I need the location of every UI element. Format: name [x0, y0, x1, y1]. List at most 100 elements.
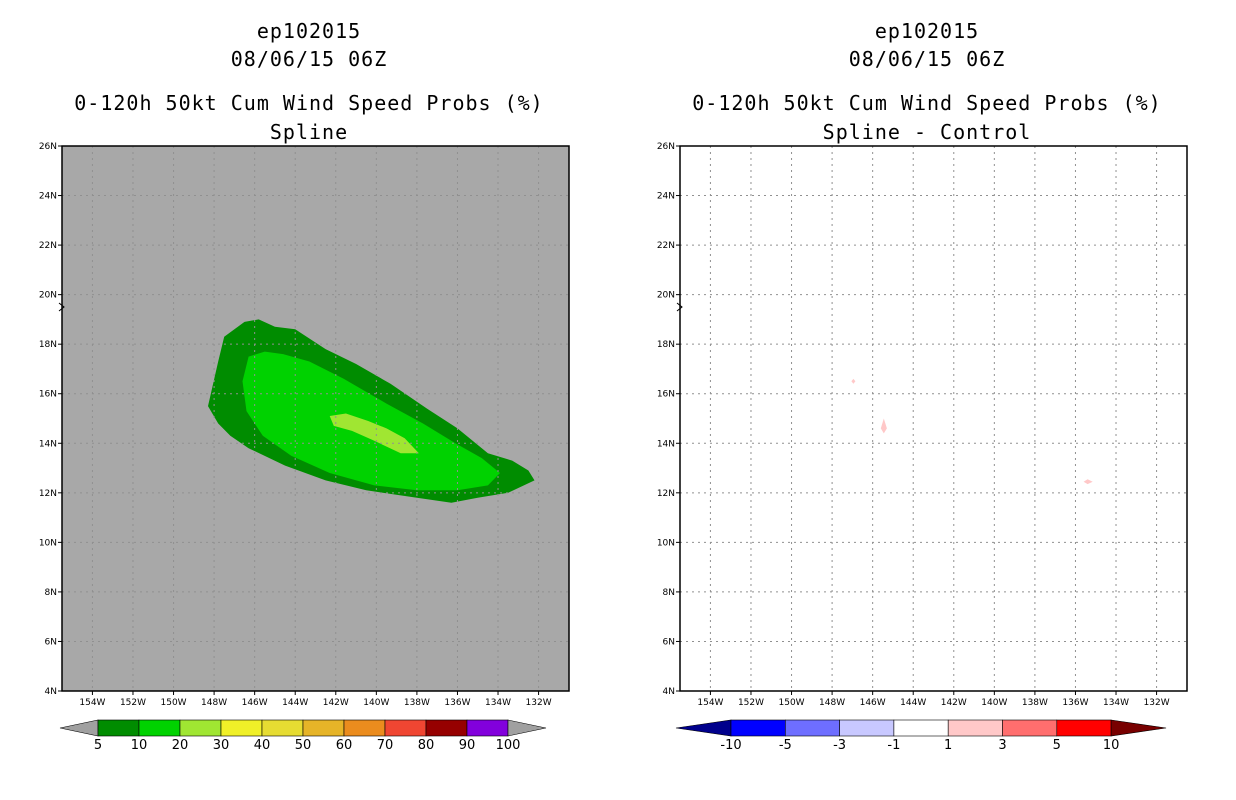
left-x-tick-label: 148W — [201, 698, 227, 708]
left-colorbar-swatch — [302, 719, 345, 737]
left-y-tick-label: 4N — [45, 687, 57, 697]
left-colorbar-label: 100 — [496, 738, 521, 753]
left-title-storm-id: ep102015 — [256, 19, 362, 43]
right-contour-1-3 — [880, 418, 887, 434]
left-colorbar-label: 90 — [459, 738, 476, 753]
right-colorbar-label: -3 — [833, 738, 846, 753]
left-y-tick-label: 26N — [39, 142, 57, 152]
right-y-tick-label: 20N — [657, 291, 675, 301]
right-x-tick-label: 146W — [860, 698, 886, 708]
left-colorbar-label: 80 — [418, 738, 435, 753]
left-coast-marker — [58, 302, 65, 312]
left-y-tick-label: 10N — [39, 538, 57, 548]
right-y-tick-label: 4N — [663, 687, 675, 697]
left-title-datetime: 08/06/15 06Z — [230, 47, 388, 71]
left-colorbar-under-triangle — [59, 719, 99, 737]
left-y-tick-label: 14N — [39, 439, 57, 449]
left-x-tick-label: 138W — [404, 698, 430, 708]
right-colorbar-label: -10 — [720, 738, 741, 753]
left-contour-20-30 — [329, 413, 419, 454]
right-colorbar-label: -5 — [779, 738, 792, 753]
left-y-tick-label: 20N — [39, 291, 57, 301]
right-colorbar-swatch — [947, 719, 1003, 737]
left-colorbar-swatch — [425, 719, 468, 737]
right-colorbar-label: -1 — [887, 738, 900, 753]
left-y-tick-label: 6N — [45, 637, 57, 647]
right-x-tick-label: 152W — [738, 698, 764, 708]
left-colorbar-label: 40 — [254, 738, 271, 753]
left-colorbar-swatch — [220, 719, 263, 737]
right-y-tick-label: 10N — [657, 538, 675, 548]
left-colorbar-swatch — [343, 719, 386, 737]
right-map-panel: 154W 152W 150W 148W 146W 144W 142W 140W 138W 136W… — [657, 142, 1188, 708]
right-colorbar-label: 5 — [1053, 738, 1061, 753]
left-x-tick-label: 152W — [120, 698, 146, 708]
left-x-tick-label: 154W — [79, 698, 105, 708]
left-x-tick-label: 132W — [526, 698, 552, 708]
right-x-tick-label: 134W — [1103, 698, 1129, 708]
right-y-tick-label: 18N — [657, 340, 675, 350]
right-y-tick-label: 8N — [663, 588, 675, 598]
right-x-tick-label: 136W — [1062, 698, 1088, 708]
right-colorbar-swatch — [730, 719, 786, 737]
left-x-tick-label: 142W — [323, 698, 349, 708]
left-map-panel: 154W 152W 150W 148W 146W 144W 142W 140W 138W 136W… — [39, 142, 570, 708]
left-colorbar-label: 30 — [213, 738, 230, 753]
right-x-tick-label: 154W — [697, 698, 723, 708]
right-y-tick-label: 16N — [657, 390, 675, 400]
left-x-tick-label: 146W — [242, 698, 268, 708]
right-title-datetime: 08/06/15 06Z — [848, 47, 1006, 71]
right-map-background — [680, 146, 1187, 691]
left-contour-10-20 — [242, 351, 500, 491]
left-x-tick-label: 140W — [363, 698, 389, 708]
right-title-product: 0-120h 50kt Cum Wind Speed Probs (%) — [692, 91, 1162, 115]
left-y-tick-label: 16N — [39, 390, 57, 400]
right-colorbar-label: 3 — [998, 738, 1006, 753]
left-title-product: 0-120h 50kt Cum Wind Speed Probs (%) — [74, 91, 544, 115]
right-colorbar-swatch — [839, 719, 895, 737]
left-colorbar-swatch — [179, 719, 222, 737]
left-title-method: Spline — [269, 120, 349, 144]
right-y-tick-label: 6N — [663, 637, 675, 647]
right-x-tick-label: 144W — [900, 698, 926, 708]
left-colorbar-swatch — [138, 719, 181, 737]
left-x-tick-label: 136W — [444, 698, 470, 708]
right-colorbar-under-triangle — [675, 719, 732, 737]
right-x-tick-label: 140W — [981, 698, 1007, 708]
left-colorbar-label: 10 — [131, 738, 148, 753]
right-x-tick-label: 148W — [819, 698, 845, 708]
left-colorbar-swatch — [97, 719, 140, 737]
right-x-tick-label: 132W — [1144, 698, 1170, 708]
right-title-storm-id: ep102015 — [874, 19, 980, 43]
right-colorbar-label: 10 — [1103, 738, 1120, 753]
left-x-tick-label: 144W — [282, 698, 308, 708]
right-y-tick-label: 12N — [657, 489, 675, 499]
left-y-tick-label: 12N — [39, 489, 57, 499]
right-colorbar-label: 1 — [944, 738, 952, 753]
right-y-tick-label: 24N — [657, 192, 675, 202]
left-colorbar-label: 60 — [336, 738, 353, 753]
right-title-method: Spline - Control — [822, 120, 1032, 144]
right-y-tick-label: 22N — [657, 241, 675, 251]
right-y-tick-label: 14N — [657, 439, 675, 449]
left-colorbar-over-triangle — [507, 719, 547, 737]
right-colorbar: -10 -5 -3 -1 1 3 5 10 — [675, 719, 1167, 753]
left-colorbar: 5 10 20 30 40 50 60 70 80 90 100 — [59, 719, 547, 753]
right-x-tick-label: 150W — [779, 698, 805, 708]
right-coast-marker — [676, 302, 683, 312]
right-y-tick-label: 26N — [657, 142, 675, 152]
right-contour-1-3 — [851, 378, 856, 384]
left-colorbar-label: 70 — [377, 738, 394, 753]
right-x-tick-label: 142W — [941, 698, 967, 708]
right-colorbar-swatch — [1002, 719, 1058, 737]
right-x-tick-label: 138W — [1022, 698, 1048, 708]
left-y-tick-label: 8N — [45, 588, 57, 598]
right-colorbar-swatch — [893, 719, 949, 737]
left-x-tick-label: 150W — [161, 698, 187, 708]
right-map-frame — [679, 145, 1188, 692]
left-y-tick-label: 18N — [39, 340, 57, 350]
left-colorbar-swatch — [384, 719, 427, 737]
left-y-tick-label: 22N — [39, 241, 57, 251]
left-colorbar-label: 5 — [94, 738, 102, 753]
